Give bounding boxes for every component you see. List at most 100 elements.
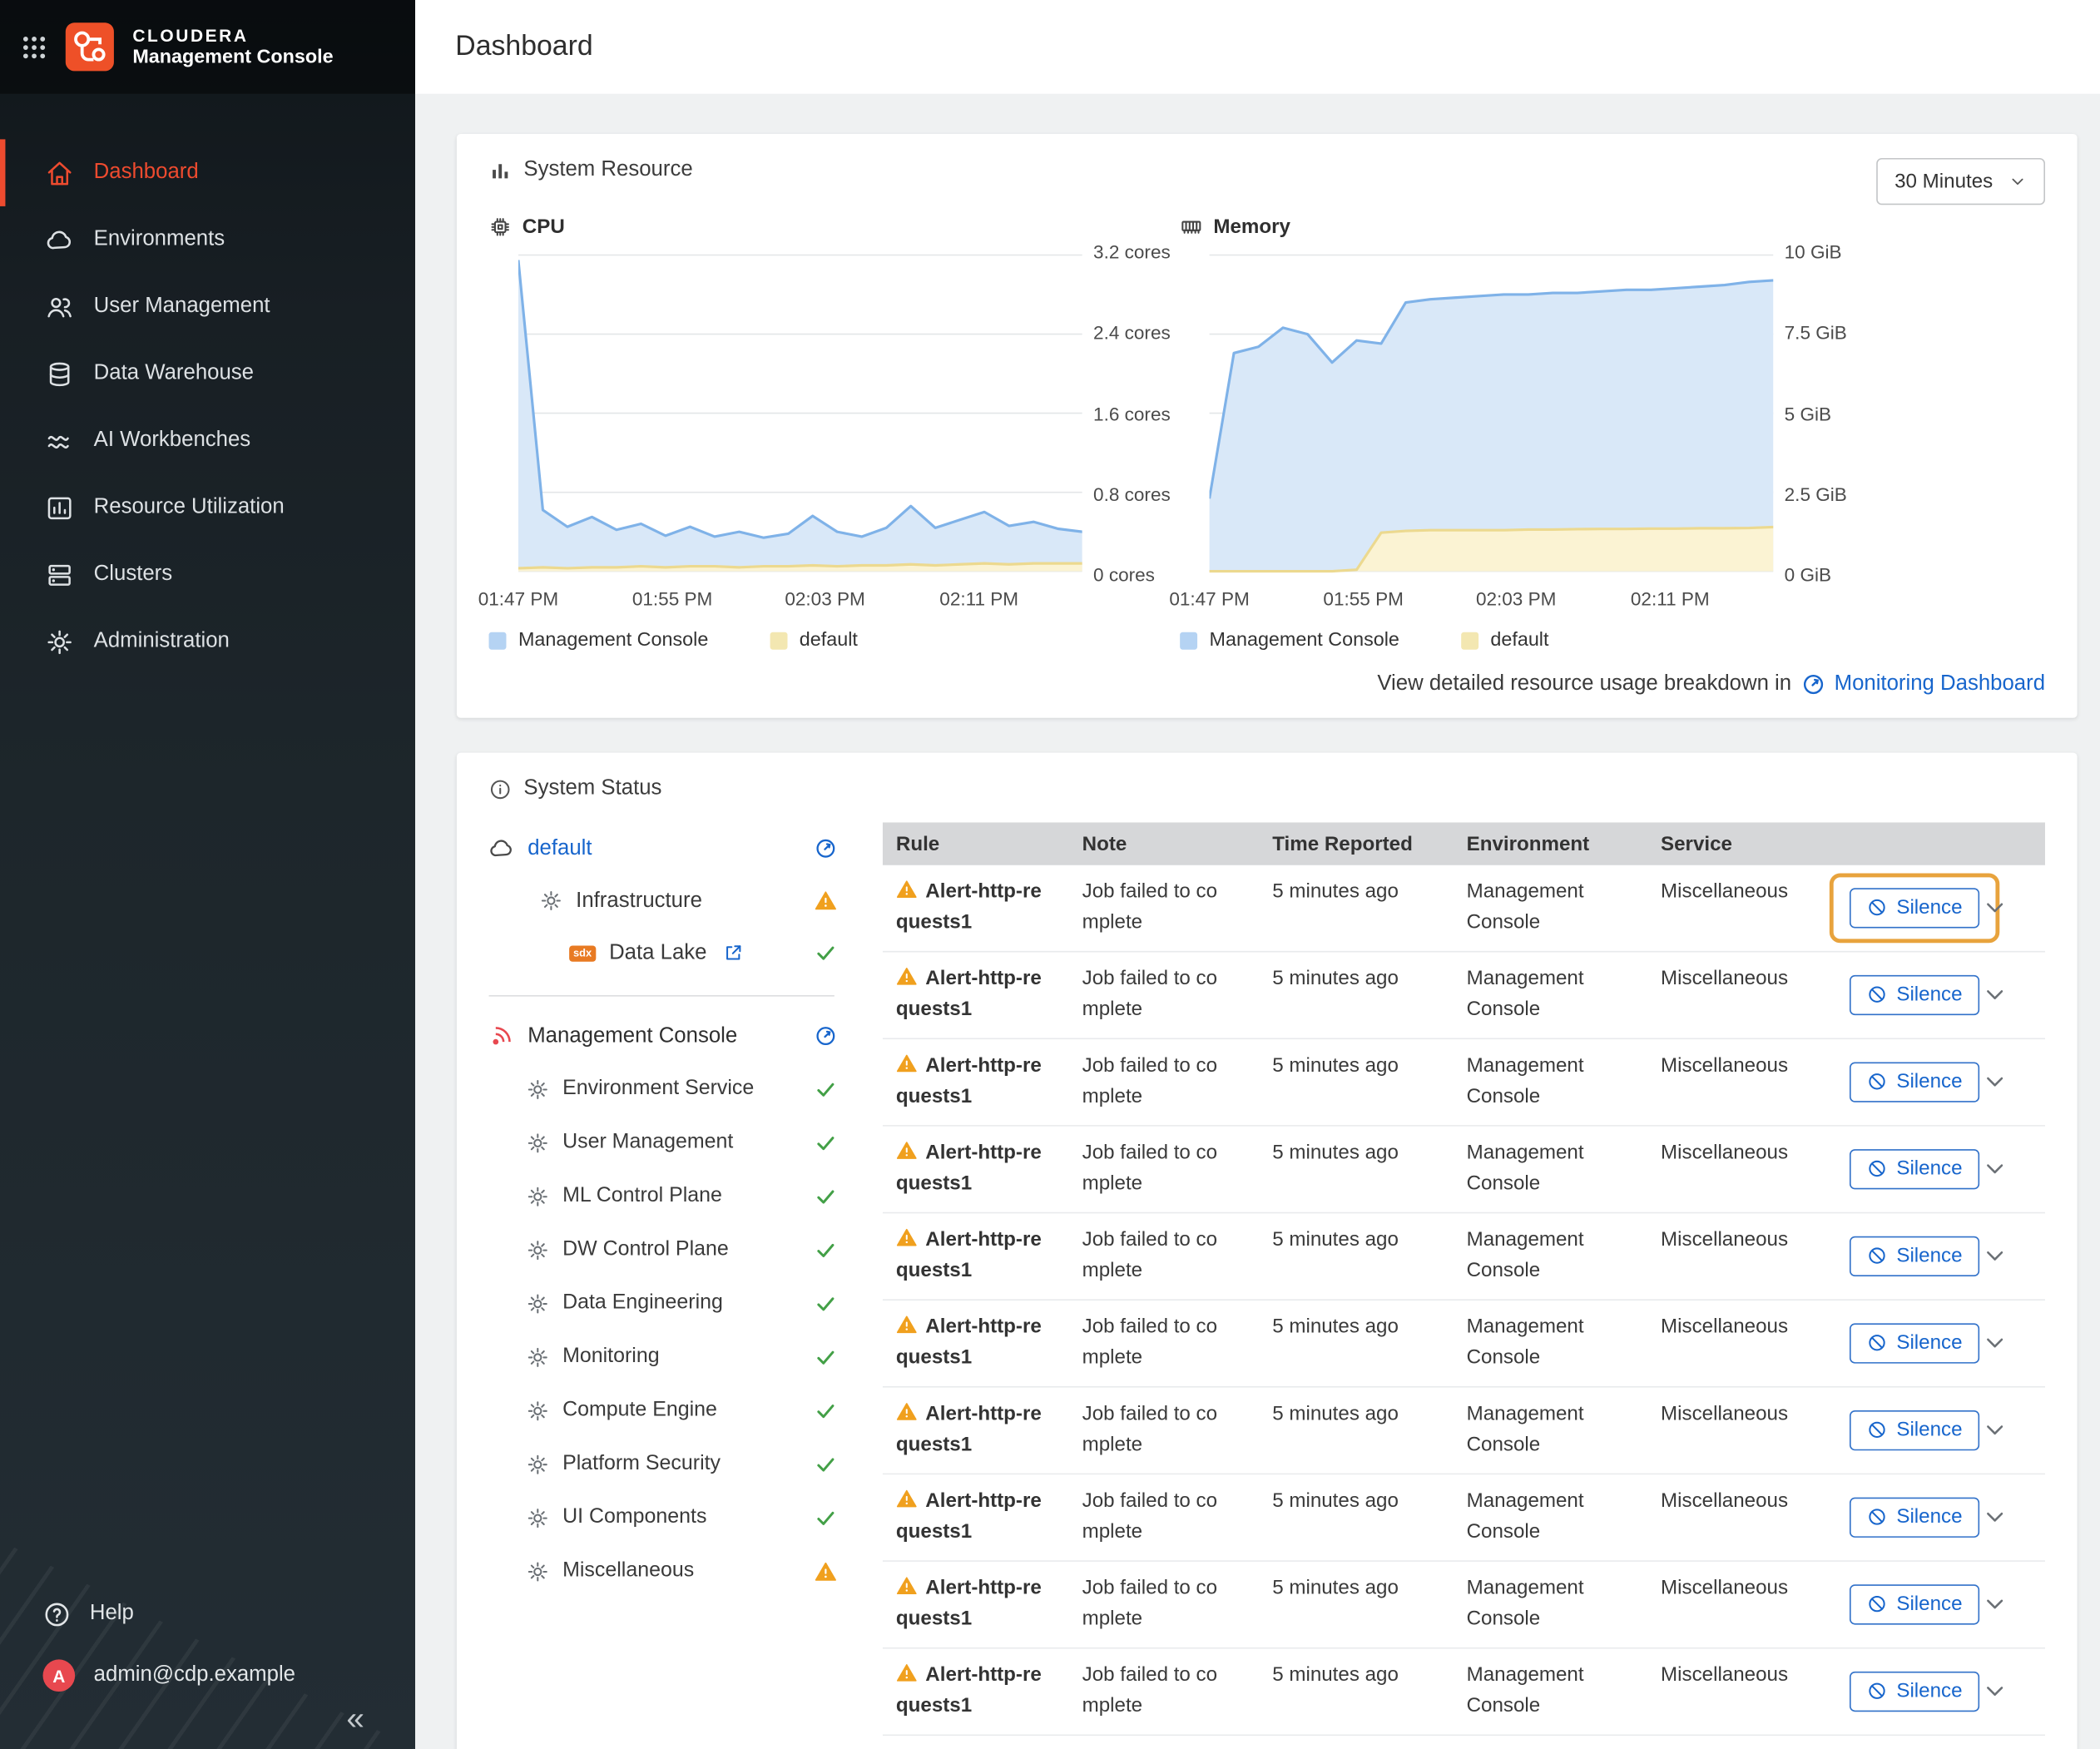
alert-note: Job failed to complete: [1069, 1487, 1260, 1547]
silence-button[interactable]: Silence: [1850, 1323, 1979, 1363]
alert-time-reported: 5 minutes ago: [1259, 1573, 1453, 1633]
time-range-dropdown[interactable]: 30 Minutes: [1876, 158, 2045, 205]
warehouse-icon: [46, 359, 74, 388]
gear-icon: [527, 1238, 549, 1261]
chevron-down-icon[interactable]: [1982, 1417, 2008, 1443]
silence-icon: [1867, 897, 1887, 917]
x-tick-label: 01:55 PM: [632, 588, 712, 610]
alert-row: Alert-http-requests1Job failed to comple…: [883, 865, 2045, 953]
sidebar-item-label: Data Warehouse: [94, 362, 254, 386]
alert-note: Job failed to complete: [1069, 964, 1260, 1024]
alert-service: Miscellaneous: [1647, 964, 1828, 1024]
sidebar-header: CLOUDERA Management Console: [0, 0, 415, 94]
silence-button[interactable]: Silence: [1850, 1062, 1979, 1102]
alert-time-reported: 5 minutes ago: [1259, 1226, 1453, 1286]
chevron-down-icon[interactable]: [1982, 1330, 2008, 1355]
system-status-card: System Status defaultInfrastructuresdxDa…: [457, 753, 2078, 1749]
chart-legend: Management Consoledefault: [1180, 630, 1871, 652]
sidebar-item-resource-utilization[interactable]: Resource Utilization: [0, 474, 415, 541]
x-tick-label: 01:47 PM: [1169, 588, 1249, 610]
silence-button[interactable]: Silence: [1850, 1671, 1979, 1711]
legend-item: Management Console: [1180, 630, 1399, 652]
alert-environment: Management Console: [1454, 1400, 1647, 1459]
management-console-row: Management Console: [489, 1010, 848, 1063]
service-label: Miscellaneous: [562, 1559, 694, 1583]
silence-label: Silence: [1896, 1680, 1962, 1702]
chevron-down-icon[interactable]: [1982, 1243, 2008, 1269]
y-tick-label: 2.4 cores: [1093, 321, 1171, 343]
help-item[interactable]: Help: [0, 1583, 415, 1645]
monitoring-dashboard-link[interactable]: Monitoring Dashboard: [1835, 672, 2045, 696]
silence-label: Silence: [1896, 1593, 1962, 1615]
silence-button[interactable]: Silence: [1850, 1148, 1979, 1188]
silence-icon: [1867, 1333, 1887, 1353]
chevron-down-icon[interactable]: [1982, 894, 2008, 920]
user-item[interactable]: A admin@cdp.example: [0, 1645, 415, 1707]
chevron-down-icon[interactable]: [1982, 1156, 2008, 1182]
sidebar-item-data-warehouse[interactable]: Data Warehouse: [0, 340, 415, 407]
warning-icon: [896, 1140, 918, 1162]
check-icon: [815, 1399, 837, 1421]
cloud-icon: [489, 835, 515, 861]
service-label: UI Components: [562, 1505, 706, 1529]
env-child-label[interactable]: Data Lake: [609, 941, 706, 965]
silence-button[interactable]: Silence: [1850, 1236, 1979, 1276]
chevron-down-icon[interactable]: [1982, 1504, 2008, 1530]
alert-service: Miscellaneous: [1647, 1487, 1828, 1547]
alert-actions: Silence: [1828, 1661, 2045, 1721]
alert-actions: Silence: [1828, 1400, 2045, 1459]
environment-link[interactable]: default: [527, 836, 592, 860]
silence-button[interactable]: Silence: [1850, 887, 1979, 927]
sidebar-item-environments[interactable]: Environments: [0, 206, 415, 273]
chevron-down-icon[interactable]: [1982, 1591, 2008, 1617]
sidebar-item-administration[interactable]: Administration: [0, 608, 415, 675]
legend-swatch: [489, 632, 507, 649]
alert-environment: Management Console: [1454, 1052, 1647, 1112]
silence-button[interactable]: Silence: [1850, 1410, 1979, 1449]
sidebar-collapse-button[interactable]: «: [0, 1707, 415, 1742]
alert-service: Miscellaneous: [1647, 1573, 1828, 1633]
sidebar-item-clusters[interactable]: Clusters: [0, 541, 415, 607]
alert-note: Job failed to complete: [1069, 1138, 1260, 1198]
chevron-down-icon[interactable]: [1982, 1678, 2008, 1704]
x-tick-label: 01:47 PM: [478, 588, 558, 610]
sidebar-item-ai-workbenches[interactable]: AI Workbenches: [0, 407, 415, 473]
alert-service: Miscellaneous: [1647, 1313, 1828, 1373]
silence-button[interactable]: Silence: [1850, 1497, 1979, 1537]
silence-button[interactable]: Silence: [1850, 974, 1979, 1014]
y-axis-labels: 3.2 cores2.4 cores1.6 cores0.8 cores0 co…: [1093, 244, 1180, 578]
cloud-icon: [46, 225, 74, 254]
alert-actions: Silence: [1828, 1313, 2045, 1373]
silence-label: Silence: [1896, 1505, 1962, 1528]
users-icon: [46, 293, 74, 321]
x-axis-labels: 01:47 PM01:55 PM02:03 PM02:11 PM: [518, 588, 1094, 612]
alert-row: Alert-http-requests1Job failed to comple…: [883, 1562, 2045, 1649]
chevron-down-icon[interactable]: [1982, 982, 2008, 1008]
silence-button[interactable]: Silence: [1850, 1583, 1979, 1623]
brand-product: Management Console: [132, 47, 333, 69]
y-tick-label: 0.8 cores: [1093, 483, 1171, 505]
gear-icon: [527, 1292, 549, 1315]
sidebar-item-user-management[interactable]: User Management: [0, 273, 415, 339]
alert-row: Alert-http-requests1Job failed to comple…: [883, 1474, 2045, 1562]
alert-environment: Management Console: [1454, 964, 1647, 1024]
external-link-icon[interactable]: [723, 943, 743, 963]
gear-icon: [527, 1078, 549, 1100]
alert-actions: Silence: [1828, 1226, 2045, 1286]
service-label: User Management: [562, 1131, 733, 1155]
alert-row: Alert-http-requests1Job failed to comple…: [883, 952, 2045, 1039]
alert-rule: Alert-http-requests1: [883, 1573, 1069, 1633]
service-row-data-engineering: Data Engineering: [489, 1276, 848, 1330]
alert-actions: Silence: [1828, 1487, 2045, 1547]
sidebar-item-dashboard[interactable]: Dashboard: [0, 139, 415, 206]
help-label: Help: [90, 1602, 134, 1626]
charts-row: CPU3.2 cores2.4 cores1.6 cores0.8 cores0…: [489, 205, 2045, 651]
chevron-down-icon[interactable]: [1982, 1069, 2008, 1095]
check-icon: [815, 942, 837, 964]
column-header-time-reported: Time Reported: [1259, 832, 1453, 855]
app-launcher-icon[interactable]: [22, 34, 47, 60]
x-tick-label: 02:11 PM: [939, 588, 1018, 610]
alert-row: Alert-http-requests1Job failed to comple…: [883, 1388, 2045, 1475]
service-row-ml-control-plane: ML Control Plane: [489, 1169, 848, 1222]
time-range-value: 30 Minutes: [1894, 170, 1993, 192]
